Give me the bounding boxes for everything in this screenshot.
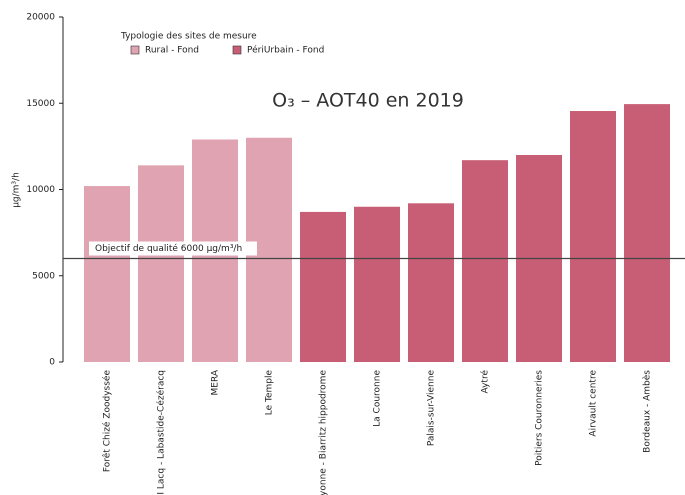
x-tick-label: MERA	[211, 369, 221, 395]
x-tick-label: ZI Lacq - Labastide-Cézéracq	[156, 370, 167, 495]
bar	[354, 206, 400, 362]
x-tick-label: Forêt Chizé Zoodyssée	[102, 370, 113, 473]
chart-title: O₃ – AOT40 en 2019	[272, 90, 464, 112]
x-tick-label: Bayonne - Biarritz hippodrome	[319, 370, 329, 495]
bar	[138, 165, 184, 362]
x-tick-label: Poitiers Couronneries	[535, 370, 545, 466]
bar	[408, 203, 454, 362]
bar	[462, 160, 508, 362]
x-tick-label: La Couronne	[373, 370, 383, 427]
x-tick-label: Airvault centre	[589, 370, 599, 437]
legend-swatch	[232, 45, 242, 55]
legend-title: Typologie des sites de mesure	[120, 32, 257, 42]
x-tick-label: Aytré	[480, 370, 491, 394]
legend-label: Rural - Fond	[145, 46, 199, 56]
y-axis-label: µg/m³/h	[12, 172, 22, 208]
y-tick-label: 5000	[32, 271, 55, 281]
x-tick-label: Le Temple	[265, 370, 275, 416]
legend-label: PériUrbain - Fond	[247, 45, 324, 56]
bar	[84, 186, 130, 362]
bar	[300, 211, 346, 362]
x-tick-label: Palais-sur-Vienne	[427, 370, 437, 447]
bar	[624, 104, 670, 363]
y-tick-label: 20000	[26, 13, 55, 23]
annotation: Objectif de qualité 6000 µg/m³/h	[95, 243, 242, 254]
x-tick-label: Bordeaux - Ambès	[642, 370, 653, 453]
y-tick-label: 10000	[26, 185, 55, 195]
y-tick-label: 15000	[26, 99, 55, 109]
annotation-box	[89, 241, 257, 256]
y-tick-label: 0	[49, 358, 55, 368]
bar	[570, 111, 616, 362]
legend-swatch	[130, 45, 140, 55]
